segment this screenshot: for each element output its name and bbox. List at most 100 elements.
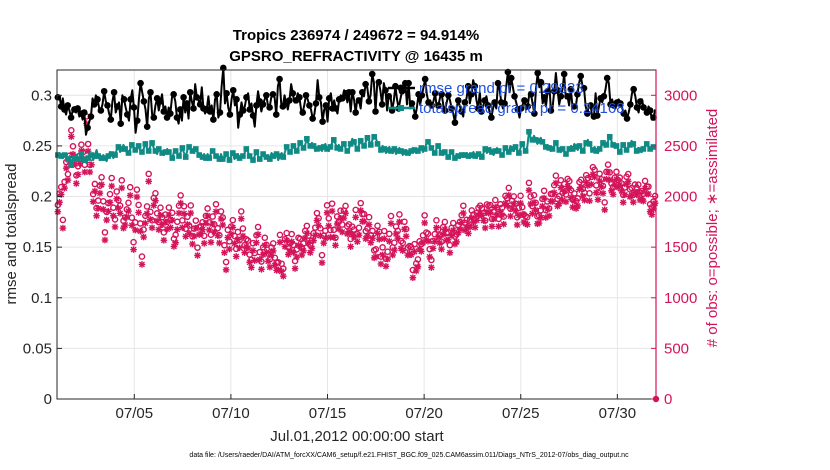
rmse-point	[266, 104, 273, 111]
rmse-point	[454, 97, 462, 104]
obs-possible-point	[231, 232, 238, 240]
rmse-point	[269, 90, 277, 98]
obs-assimilated-point	[374, 230, 381, 237]
obs-possible-point	[269, 240, 277, 247]
obs-possible-point	[328, 200, 336, 207]
rmse-point	[173, 114, 181, 121]
totalspread-point	[458, 152, 465, 158]
obs-assimilated-point	[315, 222, 322, 229]
totalspread-point	[337, 146, 344, 152]
rmse-point	[600, 93, 608, 100]
obs-possible-point	[641, 177, 649, 185]
totalspread-point	[129, 142, 135, 148]
obs-assimilated-point	[624, 178, 632, 185]
y-tick-label-left: 0.1	[31, 290, 52, 307]
rmse-point	[190, 105, 197, 112]
rmse-point	[385, 93, 393, 100]
rmse-point	[243, 94, 250, 101]
obs-assimilated-point	[456, 225, 464, 233]
totalspread-point	[425, 139, 431, 145]
totalspread-point	[361, 143, 367, 149]
obs-assimilated-point	[93, 212, 100, 220]
rmse-point	[372, 108, 379, 115]
obs-possible-point	[396, 211, 403, 218]
obs-assimilated-point	[214, 232, 221, 239]
obs-assimilated-point	[62, 164, 70, 172]
rmse-point	[517, 105, 525, 112]
rmse-point	[302, 92, 310, 99]
totalspread-point	[290, 143, 297, 149]
totalspread-point	[260, 151, 266, 157]
obs-possible-point	[130, 238, 137, 246]
rmse-point	[464, 82, 472, 90]
totalspread-point	[489, 149, 495, 155]
totalspread-point	[388, 148, 394, 154]
totalspread-point	[280, 154, 287, 160]
obs-assimilated-point	[571, 197, 578, 205]
totalspread-point	[118, 146, 125, 152]
totalspread-point	[485, 147, 492, 153]
rmse-point	[216, 109, 224, 116]
totalspread-point	[304, 136, 310, 142]
rmse-point	[564, 93, 571, 100]
obs-assimilated-point	[609, 191, 617, 198]
rmse-point	[74, 105, 81, 112]
y-tick-label-right: 1000	[664, 290, 697, 307]
totalspread-point	[115, 144, 122, 150]
obs-assimilated-point	[248, 264, 255, 271]
totalspread-point	[75, 156, 81, 162]
rmse-point	[322, 102, 330, 109]
obs-assimilated-point	[131, 226, 139, 234]
totalspread-point	[236, 155, 243, 161]
totalspread-point	[532, 137, 539, 143]
totalspread-point	[630, 141, 637, 147]
rmse-point	[160, 108, 168, 115]
obs-assimilated-point	[296, 243, 304, 250]
obs-possible-point	[577, 176, 585, 184]
rmse-point	[186, 88, 194, 96]
totalspread-point	[354, 146, 361, 152]
obs-assimilated-point	[258, 266, 265, 273]
rmse-point	[557, 93, 565, 100]
rmse-point	[67, 114, 75, 121]
rmse-point	[428, 102, 436, 109]
obs-possible-point	[369, 227, 376, 235]
obs-assimilated-point	[354, 238, 361, 245]
totalspread-point	[556, 147, 563, 153]
rmse-point	[411, 113, 419, 120]
obs-assimilated-point	[303, 230, 311, 237]
rmse-point	[620, 110, 628, 117]
obs-possible-point	[446, 241, 454, 249]
totalspread-point	[586, 141, 593, 147]
totalspread-point	[542, 144, 549, 150]
rmse-point	[650, 114, 657, 121]
obs-assimilated-point	[106, 199, 114, 206]
obs-assimilated-point	[503, 202, 511, 209]
totalspread-point	[176, 153, 182, 159]
obs-assimilated-point	[150, 202, 158, 209]
obs-assimilated-point	[317, 232, 324, 239]
totalspread-point	[243, 146, 250, 152]
obs-assimilated-point	[436, 239, 444, 247]
rmse-point	[296, 94, 303, 101]
rmse-point	[210, 116, 217, 123]
rmse-point	[133, 117, 141, 124]
gridlines	[57, 70, 656, 400]
rmse-point	[405, 79, 412, 87]
obs-possible-point	[523, 213, 531, 221]
rmse-point	[84, 124, 91, 132]
obs-assimilated-point	[168, 216, 176, 224]
totalspread-point	[499, 152, 505, 158]
rmse-point	[507, 74, 515, 82]
obs-assimilated-point	[202, 220, 210, 227]
totalspread-point	[445, 154, 452, 160]
obs-assimilated-point	[577, 183, 585, 191]
obs-assimilated-point	[113, 195, 121, 203]
obs-assimilated-point	[280, 272, 287, 280]
obs-assimilated-point	[596, 177, 603, 185]
obs-possible-point	[153, 210, 161, 217]
rmse-point	[646, 107, 654, 114]
obs-assimilated-point	[486, 209, 494, 216]
obs-possible-point	[68, 127, 75, 134]
rmse-point	[100, 87, 108, 95]
